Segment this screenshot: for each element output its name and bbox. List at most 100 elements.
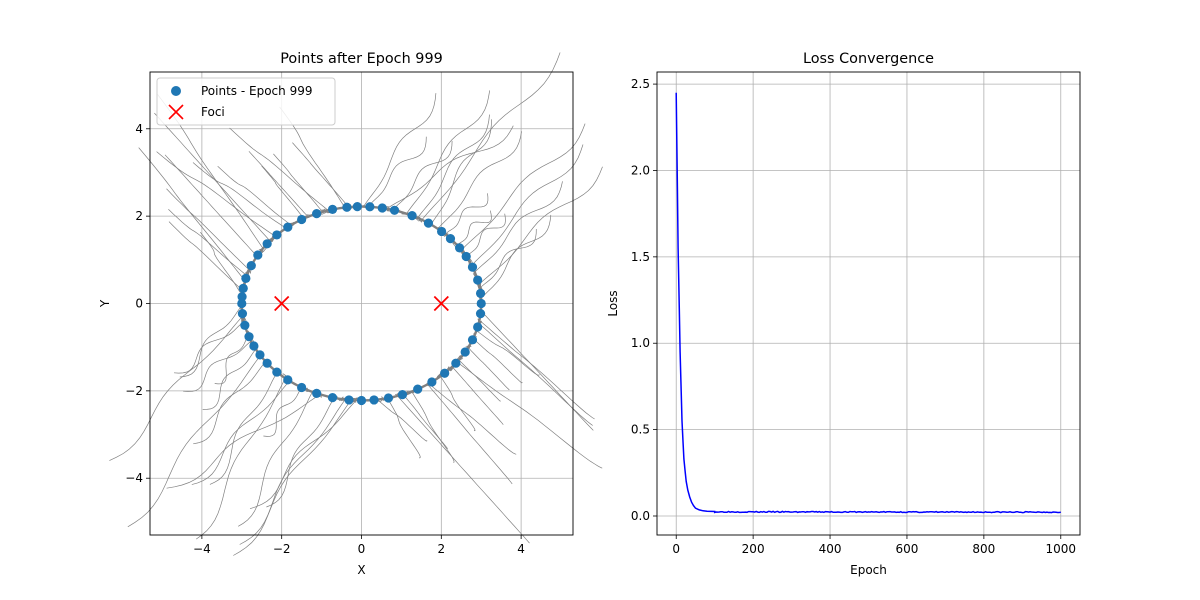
loss-y-tick-label: 0.0 <box>631 509 650 523</box>
data-point <box>237 298 247 309</box>
data-point <box>241 273 251 284</box>
data-point <box>312 208 322 219</box>
data-point <box>475 288 486 298</box>
data-point <box>244 332 254 342</box>
data-point <box>397 390 408 400</box>
data-point <box>365 202 375 212</box>
trajectory-path <box>454 354 501 402</box>
data-point <box>413 384 423 394</box>
data-point <box>237 292 247 302</box>
scatter-x-tick-label: 0 <box>358 542 366 556</box>
data-point <box>262 239 272 249</box>
loss-y-tick-label: 2.0 <box>631 163 650 177</box>
loss-x-tick-label: 200 <box>742 542 765 556</box>
scatter-subplot: Points after Epoch 999 −4 −2 0 2 4 −4 −2 0 2 4 X… <box>98 51 603 577</box>
data-point <box>342 202 352 212</box>
data-point <box>445 234 456 244</box>
loss-y-axis-label: Loss <box>606 290 620 316</box>
focus-marker <box>433 295 449 312</box>
data-point <box>407 211 417 221</box>
data-point <box>283 375 293 385</box>
loss-x-axis-label: Epoch <box>850 563 887 577</box>
data-point <box>237 309 248 319</box>
loss-y-tick-label: 1.5 <box>631 250 650 264</box>
loss-x-tick-label: 0 <box>672 542 680 556</box>
loss-x-tick-label: 1000 <box>1045 542 1076 556</box>
data-point <box>427 377 437 387</box>
scatter-points <box>237 201 486 406</box>
data-point <box>283 222 293 232</box>
legend-label-points: Points - Epoch 999 <box>201 84 312 98</box>
loss-x-ticks: 0 200 400 600 800 1000 <box>672 535 1076 556</box>
scatter-y-tick-label: −4 <box>125 471 143 485</box>
data-point <box>475 309 486 319</box>
scatter-y-tick-label: 0 <box>135 297 143 311</box>
scatter-y-tick-label: 4 <box>135 122 143 136</box>
data-point <box>467 262 478 272</box>
scatter-y-tick-label: −2 <box>125 384 143 398</box>
scatter-title: Points after Epoch 999 <box>280 51 443 67</box>
trajectory-path <box>415 52 561 223</box>
scatter-y-ticks: −4 −2 0 2 4 <box>125 122 150 485</box>
loss-x-tick-label: 400 <box>819 542 842 556</box>
data-point <box>383 393 394 403</box>
loss-y-tick-label: 1.0 <box>631 336 650 350</box>
loss-line <box>675 92 1061 514</box>
data-point <box>327 204 338 215</box>
data-point <box>461 251 471 262</box>
loss-axes-frame <box>656 71 1081 536</box>
data-point <box>297 214 307 225</box>
scatter-x-tick-label: 4 <box>517 542 525 556</box>
data-point <box>297 382 307 393</box>
scatter-x-tick-label: −2 <box>273 542 291 556</box>
data-point <box>423 218 434 228</box>
data-point <box>356 395 367 406</box>
loss-x-tick-label: 800 <box>972 542 995 556</box>
legend-box <box>156 77 336 126</box>
scatter-x-axis-label: X <box>357 563 365 577</box>
scatter-legend: Points - Epoch 999 Foci <box>156 77 336 126</box>
data-point <box>440 368 450 378</box>
data-point <box>437 226 447 237</box>
loss-y-tick-label: 2.5 <box>631 77 650 91</box>
loss-x-tick-label: 600 <box>896 542 919 556</box>
data-point <box>454 243 465 253</box>
data-point <box>272 230 282 240</box>
trajectory-path <box>109 311 247 461</box>
focus-marker <box>274 295 290 312</box>
data-point <box>246 261 256 271</box>
data-point <box>344 395 354 405</box>
data-point <box>467 335 478 345</box>
data-point <box>451 358 461 368</box>
legend-label-foci: Foci <box>201 105 225 119</box>
data-point <box>352 201 362 212</box>
data-point <box>369 395 379 405</box>
scatter-y-tick-label: 2 <box>135 209 143 223</box>
data-point <box>377 203 387 213</box>
data-point <box>255 350 265 360</box>
scatter-y-axis-label: Y <box>98 299 112 308</box>
data-point <box>253 250 263 260</box>
data-point <box>327 392 338 403</box>
loss-gridlines <box>657 72 1080 535</box>
data-point <box>238 283 248 293</box>
data-point <box>389 205 400 215</box>
legend-marker-foci <box>168 104 184 120</box>
loss-title: Loss Convergence <box>803 51 934 67</box>
scatter-x-tick-label: 2 <box>437 542 445 556</box>
scatter-x-tick-label: −4 <box>193 542 211 556</box>
data-point <box>249 341 259 351</box>
data-point <box>473 275 483 285</box>
legend-marker-points <box>171 86 181 96</box>
trajectory-path <box>233 397 359 556</box>
loss-subplot: Loss Convergence 0 200 400 600 800 1000 0.0 0.… <box>606 51 1081 577</box>
scatter-x-ticks: −4 −2 0 2 4 <box>193 535 525 556</box>
data-point <box>262 358 272 368</box>
data-point <box>476 298 486 309</box>
loss-y-tick-label: 0.5 <box>631 423 650 437</box>
scatter-foci <box>274 295 449 312</box>
data-point <box>272 367 282 377</box>
data-point <box>473 322 483 332</box>
data-point <box>312 388 322 399</box>
